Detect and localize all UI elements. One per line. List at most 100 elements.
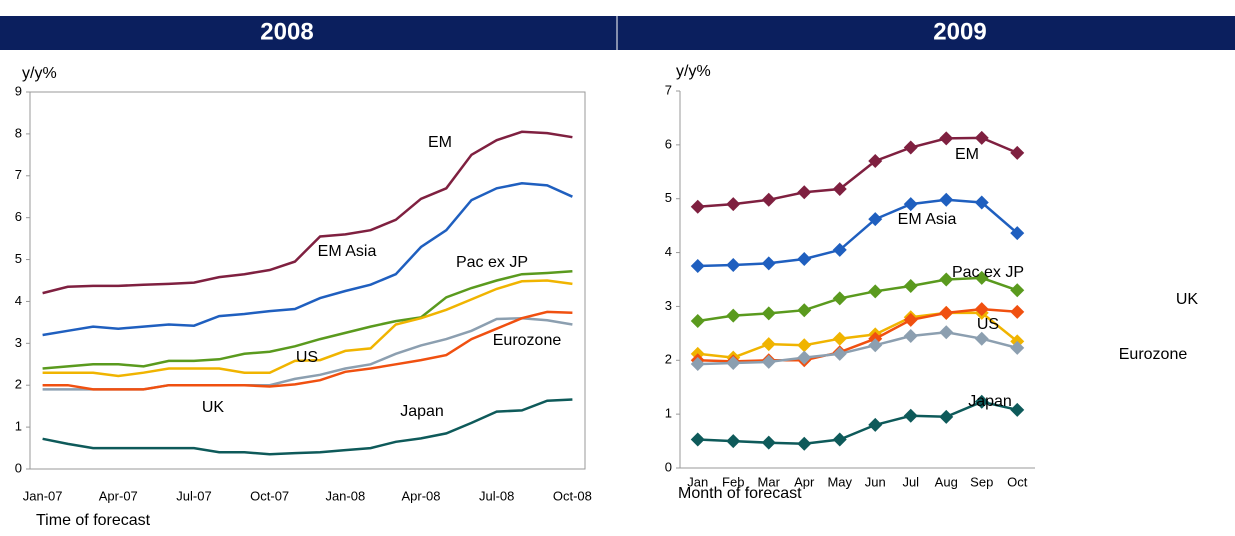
series-line [42, 182, 573, 337]
series-line [697, 311, 1019, 359]
marker [974, 130, 989, 145]
x-tick-label: Jan-08 [325, 488, 365, 503]
series-label: Eurozone [1119, 346, 1188, 363]
y-tick-label: 3 [665, 298, 672, 313]
marker [903, 408, 918, 423]
x-axis-label: Time of forecast [36, 512, 151, 529]
x-tick-label: Apr-07 [99, 488, 138, 503]
marker [1010, 145, 1025, 160]
series-label: Japan [968, 393, 1012, 410]
y-tick-label: 4 [665, 244, 672, 259]
marker [726, 308, 741, 323]
x-tick-label: Oct-07 [250, 488, 289, 503]
x-tick-label: May [827, 474, 852, 489]
series-label: EM Asia [898, 211, 957, 228]
y-tick-label: 0 [665, 459, 672, 474]
y-tick-label: 1 [15, 419, 22, 434]
marker [939, 409, 954, 424]
series-label: EM Asia [318, 243, 377, 260]
x-tick-label: Apr-08 [402, 488, 441, 503]
x-tick-label: Jun [865, 474, 886, 489]
marker [939, 272, 954, 287]
marker [903, 312, 918, 327]
marker [868, 154, 883, 169]
y-tick-label: 1 [665, 406, 672, 421]
marker [832, 346, 847, 361]
series-line [697, 136, 1018, 209]
marker [939, 131, 954, 146]
series-line [697, 276, 1018, 323]
marker [832, 291, 847, 306]
marker [974, 394, 989, 409]
series-line [697, 198, 1019, 268]
series-label: EM [428, 134, 452, 151]
marker [690, 259, 705, 274]
series-label: Eurozone [493, 332, 562, 349]
y-tick-label: 3 [15, 335, 22, 350]
marker [797, 436, 812, 451]
marker [903, 140, 918, 155]
marker [726, 355, 741, 370]
marker [1010, 304, 1025, 319]
marker [939, 192, 954, 207]
marker [797, 303, 812, 318]
marker [832, 182, 847, 197]
x-tick-label: Jan [687, 474, 708, 489]
marker [797, 350, 812, 365]
series-label: EM [955, 146, 979, 163]
x-tick-label: Apr [794, 474, 815, 489]
marker [832, 242, 847, 257]
series-label: Japan [400, 403, 444, 420]
series-label: UK [1176, 291, 1199, 308]
x-tick-label: Sep [970, 474, 993, 489]
y-axis-label: y/y% [676, 63, 711, 80]
x-tick-label: Oct-08 [553, 488, 592, 503]
y-tick-label: 5 [665, 190, 672, 205]
x-axis-label: Month of forecast [678, 485, 802, 502]
marker [939, 305, 954, 320]
series-label: UK [202, 399, 225, 416]
marker [974, 331, 989, 346]
marker [939, 325, 954, 340]
marker [903, 329, 918, 344]
marker [761, 354, 776, 369]
marker [974, 270, 989, 285]
marker [1010, 226, 1025, 241]
series-line [42, 279, 573, 378]
series-line [697, 400, 1018, 446]
marker [726, 197, 741, 212]
y-tick-label: 0 [15, 460, 22, 475]
series-line [42, 130, 573, 295]
x-tick-label: Jan-07 [23, 488, 63, 503]
series-label: US [977, 316, 999, 333]
marker [832, 331, 847, 346]
marker [690, 313, 705, 328]
marker [868, 212, 883, 227]
y-tick-label: 4 [15, 293, 22, 308]
x-tick-label: Jul-07 [176, 488, 211, 503]
marker [690, 357, 705, 372]
marker [761, 306, 776, 321]
marker [726, 257, 741, 272]
x-tick-label: Jul-08 [479, 488, 514, 503]
y-tick-label: 8 [15, 125, 22, 140]
y-tick-label: 6 [665, 136, 672, 151]
y-tick-label: 6 [15, 209, 22, 224]
marker [797, 185, 812, 200]
chart-title: 2008 [260, 18, 313, 45]
series-label: Pac ex JP [456, 254, 528, 271]
x-tick-label: Oct [1007, 474, 1028, 489]
y-axis-label: y/y% [22, 65, 57, 82]
series-label: US [296, 349, 318, 366]
marker [974, 195, 989, 210]
x-tick-label: Mar [758, 474, 781, 489]
y-tick-label: 2 [665, 352, 672, 367]
marker [974, 302, 989, 317]
marker [761, 192, 776, 207]
x-tick-label: Aug [935, 474, 958, 489]
marker [868, 284, 883, 299]
marker [868, 338, 883, 353]
marker [690, 432, 705, 447]
x-tick-label: Jul [902, 474, 919, 489]
